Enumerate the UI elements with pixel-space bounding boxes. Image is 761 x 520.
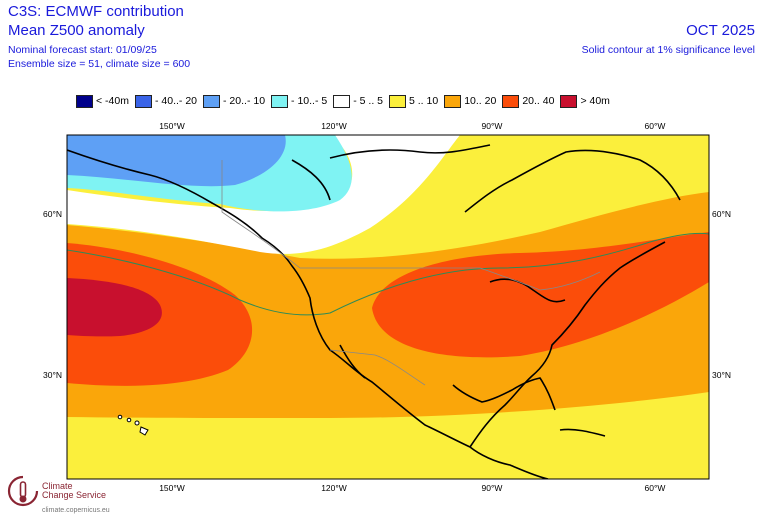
legend-item: < -40m (76, 94, 129, 108)
lat-label-left: 60°N (43, 209, 62, 219)
lon-label-top: 90°W (482, 121, 503, 131)
legend-item: - 5 .. 5 (333, 94, 383, 108)
legend-swatch (333, 94, 351, 108)
title-source: C3S: ECMWF contribution (8, 3, 184, 20)
anomaly-field (67, 135, 709, 479)
band-over-40 (67, 278, 162, 337)
legend-item: 20.. 40 (502, 94, 555, 108)
legend-item: 5 .. 10 (389, 94, 439, 108)
legend-label: < -40m (96, 95, 129, 107)
hawaii-islands (117, 414, 149, 436)
legend-swatch (271, 94, 289, 108)
country-borders (221, 160, 601, 386)
lon-label-bottom: 60°W (645, 483, 666, 493)
legend-item: > 40m (560, 94, 610, 108)
legend-swatch (444, 94, 462, 108)
band-neutral (67, 135, 460, 254)
significance-contour (67, 232, 709, 316)
map-frame (66, 134, 710, 480)
legend-label: 20.. 40 (522, 95, 555, 107)
legend-label: - 20..- 10 (223, 95, 266, 107)
lon-label-bottom: 120°W (321, 483, 347, 493)
legend-swatch (389, 94, 406, 108)
legend-label: 5 .. 10 (409, 95, 439, 107)
forecast-start: Nominal forecast start: 01/09/25 (8, 44, 157, 56)
legend-label: - 10..- 5 (291, 95, 328, 107)
lon-label-top: 60°W (645, 121, 666, 131)
color-legend: < -40m - 40..- 20 - 20..- 10 - 10..- 5 - 5 .… (76, 93, 616, 109)
legend-item: - 20..- 10 (203, 94, 266, 108)
legend-swatch (134, 94, 152, 108)
ensemble-size: Ensemble size = 51, climate size = 600 (8, 58, 191, 70)
legend-swatch (560, 94, 578, 108)
significance-note: Solid contour at 1% significance level (581, 44, 755, 56)
title-variable: Mean Z500 anomaly (8, 22, 145, 39)
lat-label-right: 60°N (712, 209, 731, 219)
legend-label: - 40..- 20 (154, 95, 198, 107)
legend-swatch (203, 94, 221, 108)
thermometer-logo-icon (7, 475, 39, 507)
forecast-month: OCT 2025 (686, 22, 755, 39)
lat-label-right: 30°N (712, 370, 731, 380)
legend-label: > 40m (580, 95, 610, 107)
lon-label-top: 150°W (159, 121, 185, 131)
lon-label-bottom: 150°W (159, 483, 185, 493)
legend-label: 10.. 20 (464, 95, 497, 107)
logo-url: climate.copernicus.eu (42, 507, 110, 514)
legend-label: - 5 .. 5 (353, 95, 383, 107)
copernicus-logo: Climate Change Service (6, 474, 106, 508)
lon-label-bottom: 90°W (482, 483, 503, 493)
logo-line1: Climate (42, 481, 73, 491)
lon-label-top: 120°W (321, 121, 347, 131)
lat-label-left: 30°N (43, 370, 62, 380)
band-minus-10-20 (67, 135, 286, 187)
legend-item: 10.. 20 (444, 94, 497, 108)
coastlines (67, 144, 681, 479)
legend-swatch (76, 94, 93, 108)
legend-swatch (502, 94, 520, 108)
logo-line2: Change Service (42, 490, 107, 500)
legend-item: - 10..- 5 (271, 94, 328, 108)
legend-item: - 40..- 20 (134, 94, 198, 108)
